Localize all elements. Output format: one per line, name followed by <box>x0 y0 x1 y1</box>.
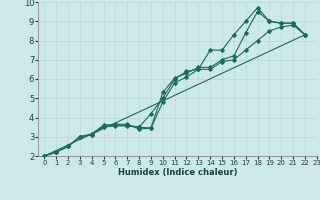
X-axis label: Humidex (Indice chaleur): Humidex (Indice chaleur) <box>118 168 237 177</box>
